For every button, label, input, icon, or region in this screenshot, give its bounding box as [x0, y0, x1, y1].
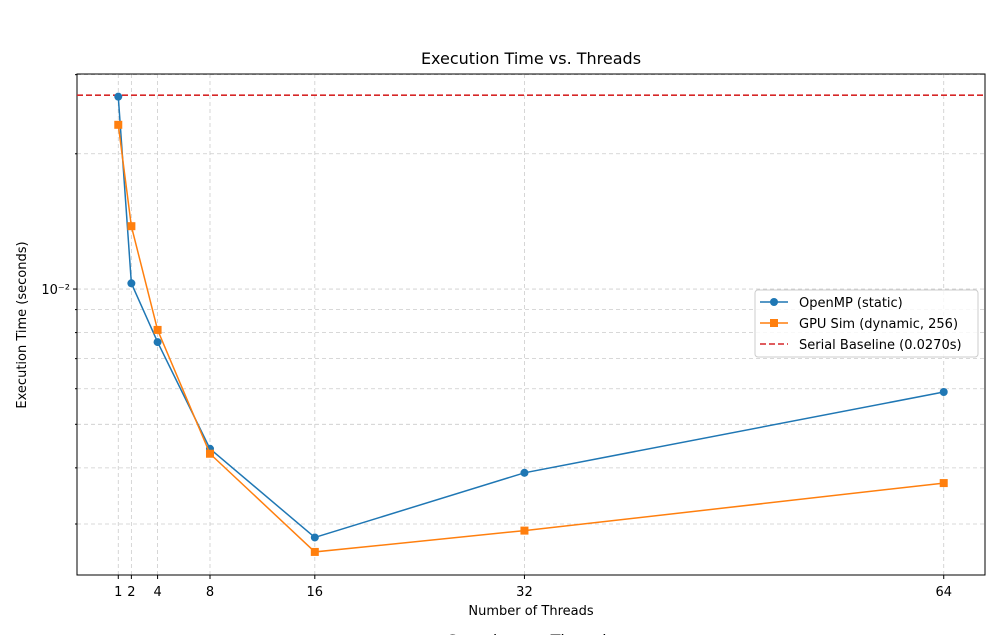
marker [520, 526, 529, 535]
legend-label: Serial Baseline (0.0270s) [799, 338, 962, 353]
legend-label: GPU Sim (dynamic, 256) [799, 317, 958, 332]
x-tick-label: 8 [206, 585, 214, 600]
marker [127, 279, 136, 288]
marker [310, 547, 319, 556]
marker [114, 92, 123, 101]
marker [205, 449, 214, 458]
marker [310, 533, 319, 542]
legend-label: OpenMP (static) [799, 296, 903, 311]
marker [939, 388, 948, 397]
legend-box [754, 289, 979, 358]
marker [153, 338, 162, 347]
x-tick-label: 32 [516, 585, 533, 600]
marker [939, 479, 948, 488]
next-chart-title: Speedup vs. Threads [447, 631, 615, 635]
x-tick-label: 2 [127, 585, 135, 600]
x-axis-label: Number of Threads [468, 604, 593, 619]
marker [520, 468, 529, 477]
marker [114, 120, 123, 129]
plot-frame [76, 73, 986, 576]
x-tick-label: 16 [307, 585, 324, 600]
legend-marker [770, 319, 778, 327]
x-tick-label: 64 [935, 585, 952, 600]
y-tick-label: 10⁻² [41, 283, 70, 298]
x-tick-label: 4 [153, 585, 161, 600]
chart-title: Execution Time vs. Threads [421, 49, 641, 68]
marker [153, 325, 162, 334]
y-axis-label: Execution Time (seconds) [15, 241, 30, 408]
legend-marker [770, 298, 778, 306]
x-tick-label: 1 [114, 585, 122, 600]
marker [127, 222, 136, 231]
